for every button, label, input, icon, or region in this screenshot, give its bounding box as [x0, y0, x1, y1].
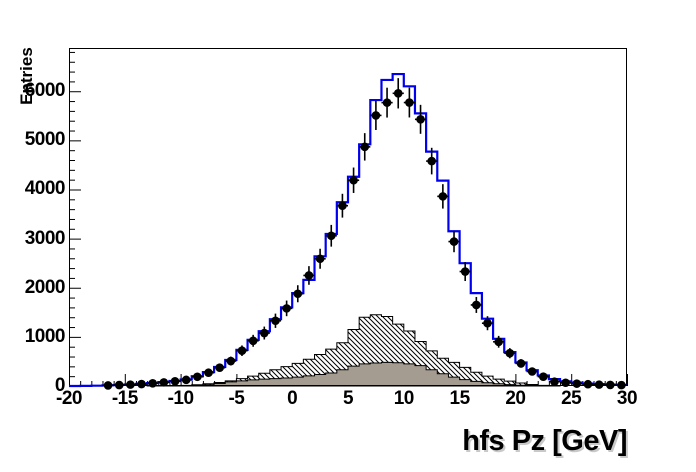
data-point-marker	[237, 346, 247, 356]
y-tick-label: 6000	[24, 80, 66, 102]
x-tick-label: 30	[616, 388, 638, 409]
data-point-marker	[572, 379, 582, 388]
data-point-marker	[472, 300, 481, 310]
data-point-marker	[304, 271, 314, 280]
plot-frame	[69, 48, 627, 386]
x-tick-label: -5	[228, 388, 245, 409]
data-point-marker	[539, 372, 548, 381]
data-point-marker	[483, 318, 492, 328]
data-point-marker	[617, 380, 626, 390]
y-tick-label: 5000	[24, 129, 66, 151]
x-tick-label: 20	[505, 388, 526, 409]
histogram-plot	[69, 48, 628, 390]
data-point-marker	[204, 368, 213, 378]
data-point-marker	[460, 267, 470, 276]
data-point-marker	[326, 231, 336, 241]
x-tick-label: -20	[56, 388, 82, 409]
x-tick-label: -15	[111, 388, 138, 409]
data-point-marker	[449, 237, 459, 246]
y-tick-label: 0	[54, 375, 66, 396]
x-tick-label: 15	[449, 388, 471, 409]
data-points	[102, 78, 627, 390]
data-point-marker	[527, 367, 537, 376]
data-point-marker	[438, 192, 448, 201]
x-tick-label: -10	[167, 388, 194, 409]
data-point-marker	[148, 378, 157, 388]
data-point-marker	[550, 377, 559, 386]
data-point-marker	[103, 381, 113, 390]
data-point-marker	[126, 380, 135, 389]
y-tick-label: 2000	[24, 276, 66, 298]
hatched-histogram	[146, 314, 561, 387]
data-point-marker	[260, 328, 269, 338]
gray-histogram	[168, 361, 550, 387]
data-point-marker	[405, 98, 414, 107]
x-tick-label: 5	[342, 388, 354, 409]
y-tick-label: 3000	[24, 227, 66, 249]
data-point-marker	[282, 304, 291, 313]
x-axis-title: hfs Pz [GeV]	[462, 425, 627, 457]
data-point-marker	[393, 88, 403, 98]
data-point-marker	[371, 111, 381, 120]
data-point-marker	[605, 380, 615, 390]
data-point-marker	[494, 337, 503, 347]
data-point-marker	[271, 316, 280, 326]
data-point-marker	[427, 156, 437, 166]
data-point-marker	[181, 375, 191, 385]
data-point-marker	[193, 372, 202, 382]
data-point-marker	[516, 359, 526, 368]
data-point-marker	[315, 254, 325, 264]
data-point-marker	[594, 380, 604, 389]
data-point-marker	[170, 376, 180, 386]
data-point-marker	[583, 379, 593, 389]
x-tick-label: 0	[287, 388, 298, 409]
data-point-marker	[360, 142, 370, 152]
data-point-marker	[338, 201, 347, 211]
data-point-marker	[416, 115, 425, 124]
data-point-marker	[215, 363, 224, 373]
y-tick-label: 4000	[24, 178, 66, 200]
data-point-marker	[137, 379, 146, 389]
data-point-marker	[349, 175, 358, 185]
data-point-marker	[293, 289, 303, 299]
data-point-marker	[248, 336, 258, 346]
data-point-marker	[226, 356, 236, 366]
data-point-marker	[159, 378, 169, 387]
data-point-marker	[114, 380, 124, 390]
data-point-marker	[382, 98, 392, 107]
data-point-marker	[561, 378, 570, 388]
x-tick-label: 10	[393, 388, 415, 409]
x-tick-label: 25	[561, 388, 582, 409]
data-point-marker	[505, 348, 515, 358]
y-tick-label: 1000	[24, 325, 66, 347]
